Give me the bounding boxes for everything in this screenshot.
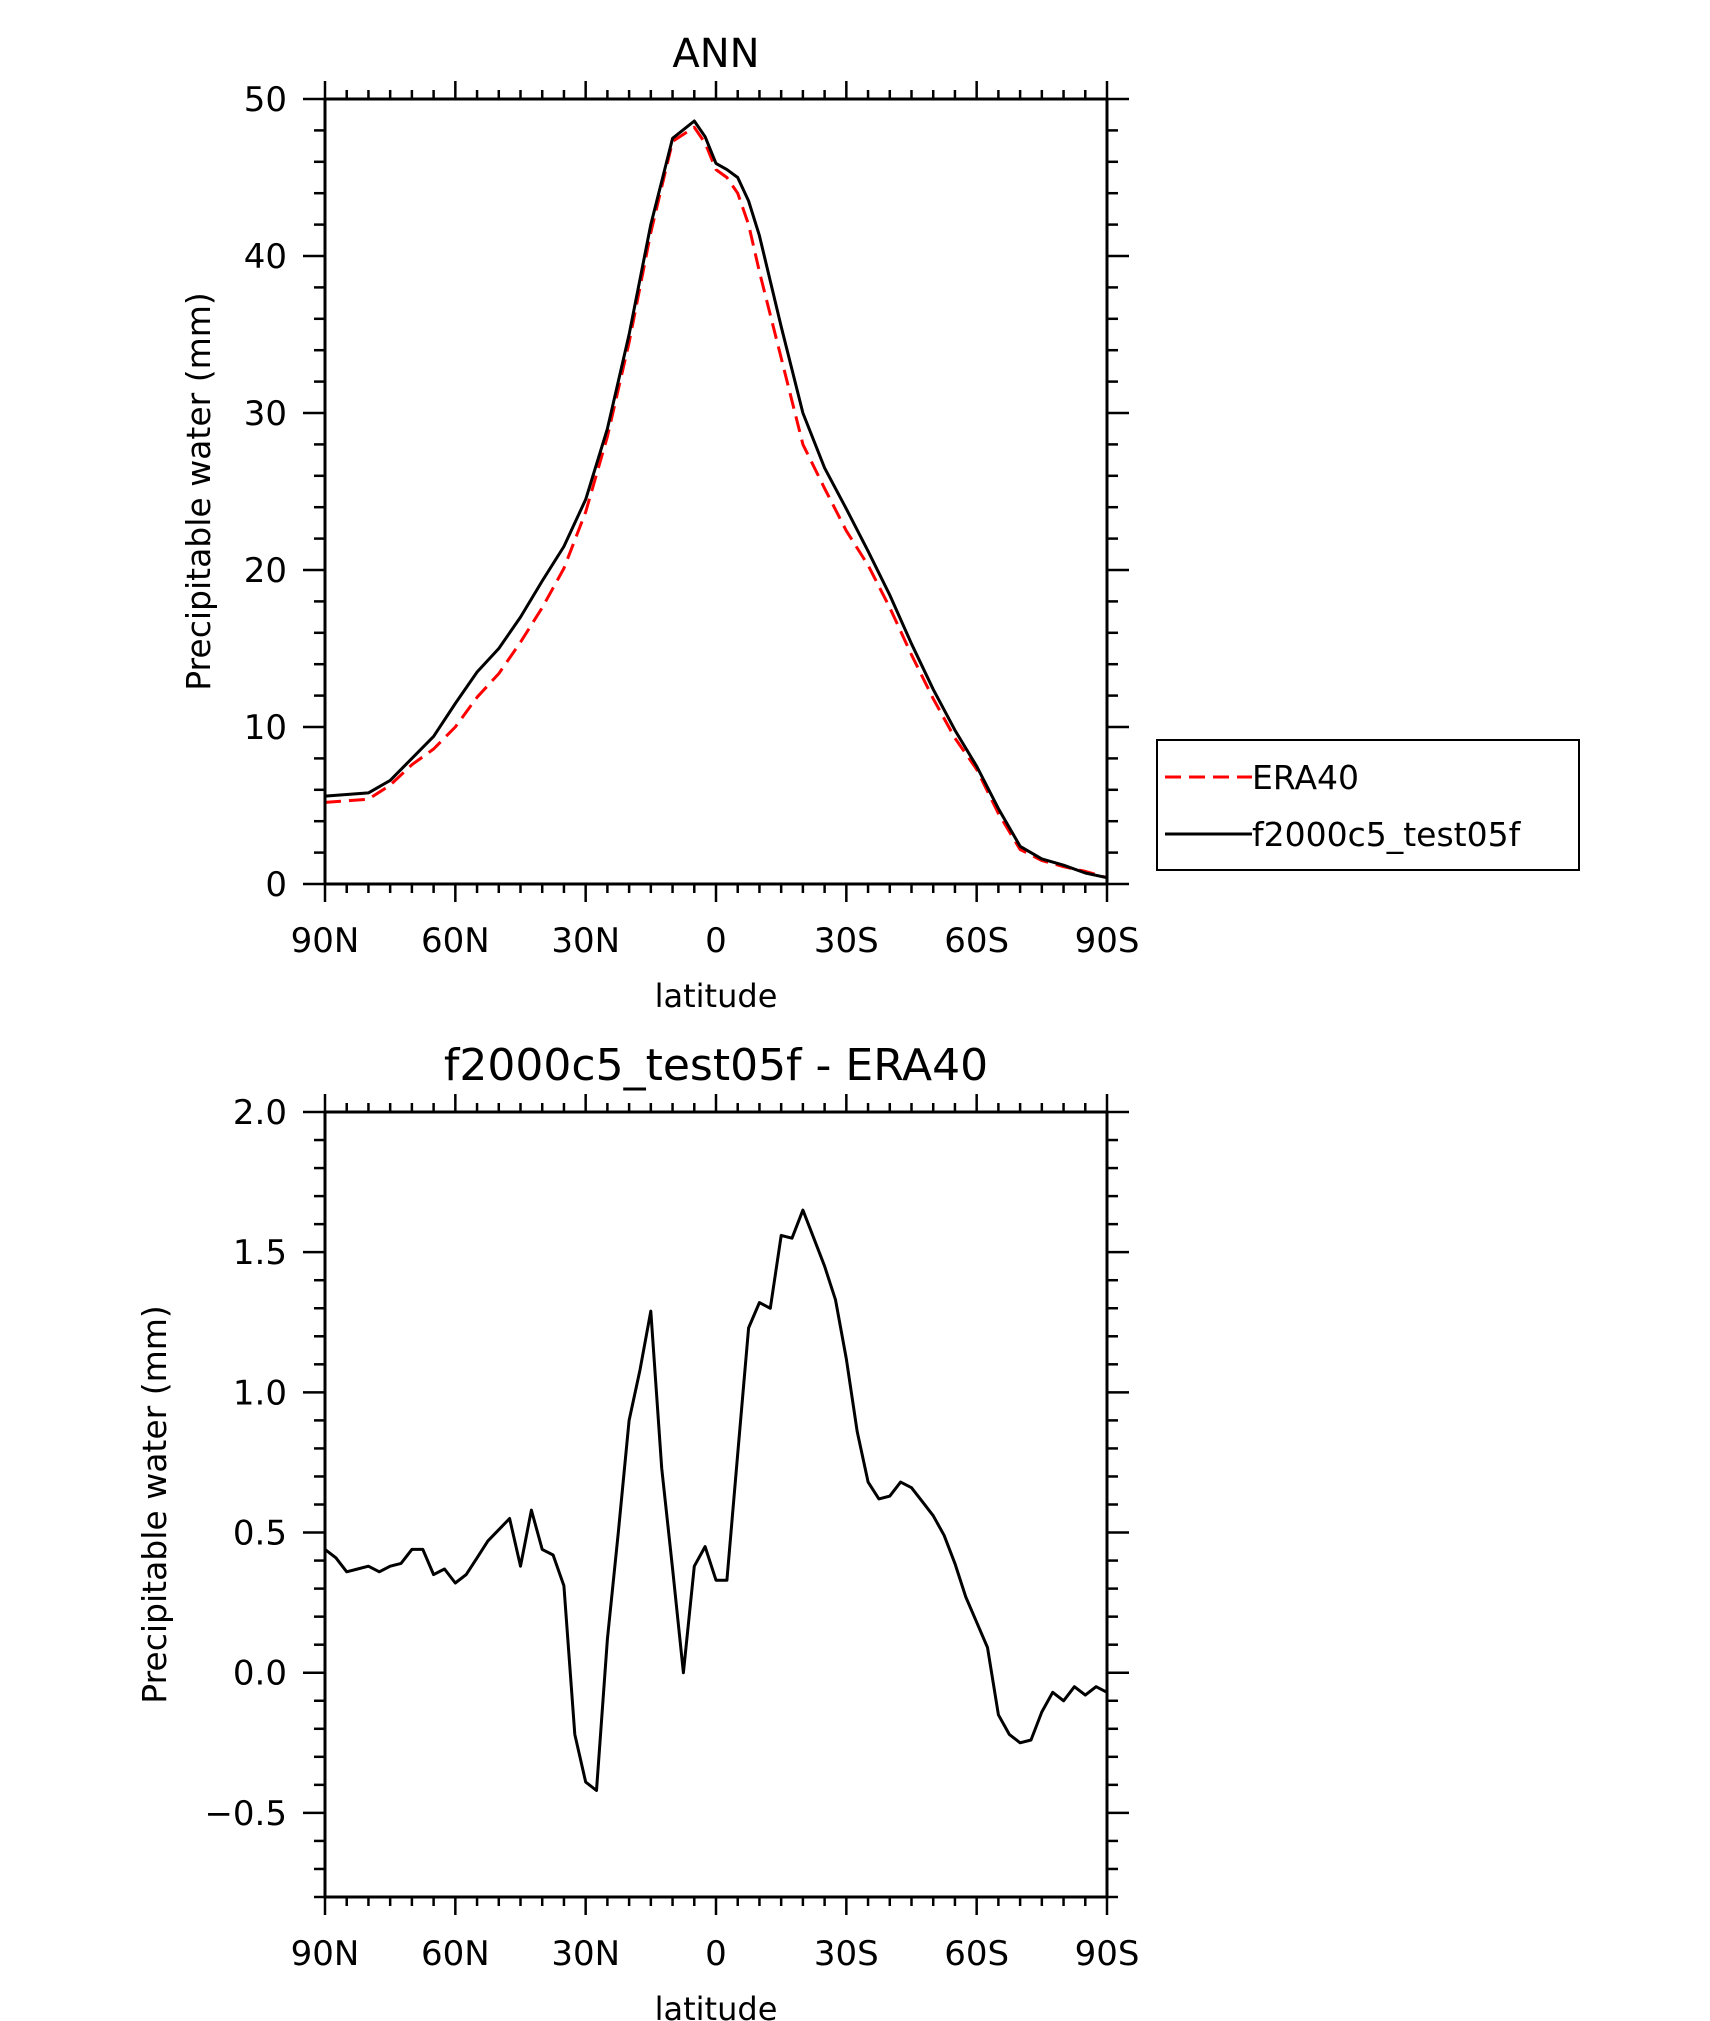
y-tick-label: 40 (244, 237, 287, 277)
bottom-ticks (303, 1094, 1129, 1915)
x-tick-label: 60S (944, 921, 1009, 961)
plot-border (323, 97, 1109, 886)
top-x-axis-label: latitude (655, 977, 778, 1015)
x-tick-label: 90N (291, 1934, 360, 1974)
y-tick-label: 0.0 (233, 1654, 287, 1694)
top-series (324, 119, 1108, 880)
legend-box (1156, 739, 1580, 871)
top-y-axis-label: Precipitable water (mm) (179, 292, 218, 691)
x-tick-label: 90S (1075, 1934, 1140, 1974)
y-tick-label: 50 (244, 80, 287, 120)
y-tick-label: −0.5 (204, 1794, 287, 1834)
bottom-panel: f2000c5_test05f - ERA40 Precipitable wat… (135, 1040, 1139, 2021)
plot-border (323, 1110, 1109, 1899)
bottom-series (324, 1208, 1108, 1792)
legend-label-era40: ERA40 (1252, 758, 1359, 797)
y-tick-label: 0.5 (233, 1514, 287, 1554)
x-tick-label: 60S (944, 1934, 1009, 1974)
x-tick-label: 30S (814, 1934, 879, 1974)
top-panel: ANN Precipitable water (mm) latitude 90N… (179, 31, 1580, 1015)
bottom-x-axis-label: latitude (655, 1990, 778, 2021)
y-tick-label: 20 (244, 551, 287, 591)
top-plot-frame (323, 97, 1109, 886)
legend-label-f2000c5-test05f: f2000c5_test05f (1252, 815, 1522, 854)
y-tick-label: 2.0 (233, 1093, 287, 1133)
x-tick-label: 90N (291, 921, 360, 961)
series-line-era40 (324, 125, 1108, 880)
x-tick-label: 0 (705, 1934, 727, 1974)
y-tick-label: 1.0 (233, 1373, 287, 1413)
x-tick-label: 0 (705, 921, 727, 961)
bottom-plot-frame (323, 1110, 1109, 1899)
bottom-tick-labels: 90N 60N 30N 0 30S 60S 90S −0.5 0.0 0.5 1.0 1.5 2.0 (204, 1093, 1139, 1974)
top-tick-labels: 90N 60N 30N 0 30S 60S 90S 0 10 20 30 40 50 (244, 80, 1140, 961)
x-tick-label: 60N (421, 1934, 490, 1974)
top-ticks (303, 81, 1129, 902)
difference-series-line (324, 1208, 1108, 1792)
top-chart-title: ANN (672, 31, 759, 77)
x-tick-label: 30S (814, 921, 879, 961)
bottom-y-axis-label: Precipitable water (mm) (135, 1305, 174, 1704)
x-tick-label: 60N (421, 921, 490, 961)
series-line-f2000c5-test05f (324, 119, 1108, 880)
x-tick-label: 30N (551, 1934, 620, 1974)
x-tick-label: 90S (1075, 921, 1140, 961)
y-tick-label: 10 (244, 708, 287, 748)
y-tick-label: 1.5 (233, 1233, 287, 1273)
x-tick-label: 30N (551, 921, 620, 961)
bottom-chart-title: f2000c5_test05f - ERA40 (444, 1040, 988, 1091)
legend: ERA40 f2000c5_test05f (1156, 739, 1580, 871)
y-tick-label: 30 (244, 394, 287, 434)
y-tick-label: 0 (265, 865, 287, 905)
